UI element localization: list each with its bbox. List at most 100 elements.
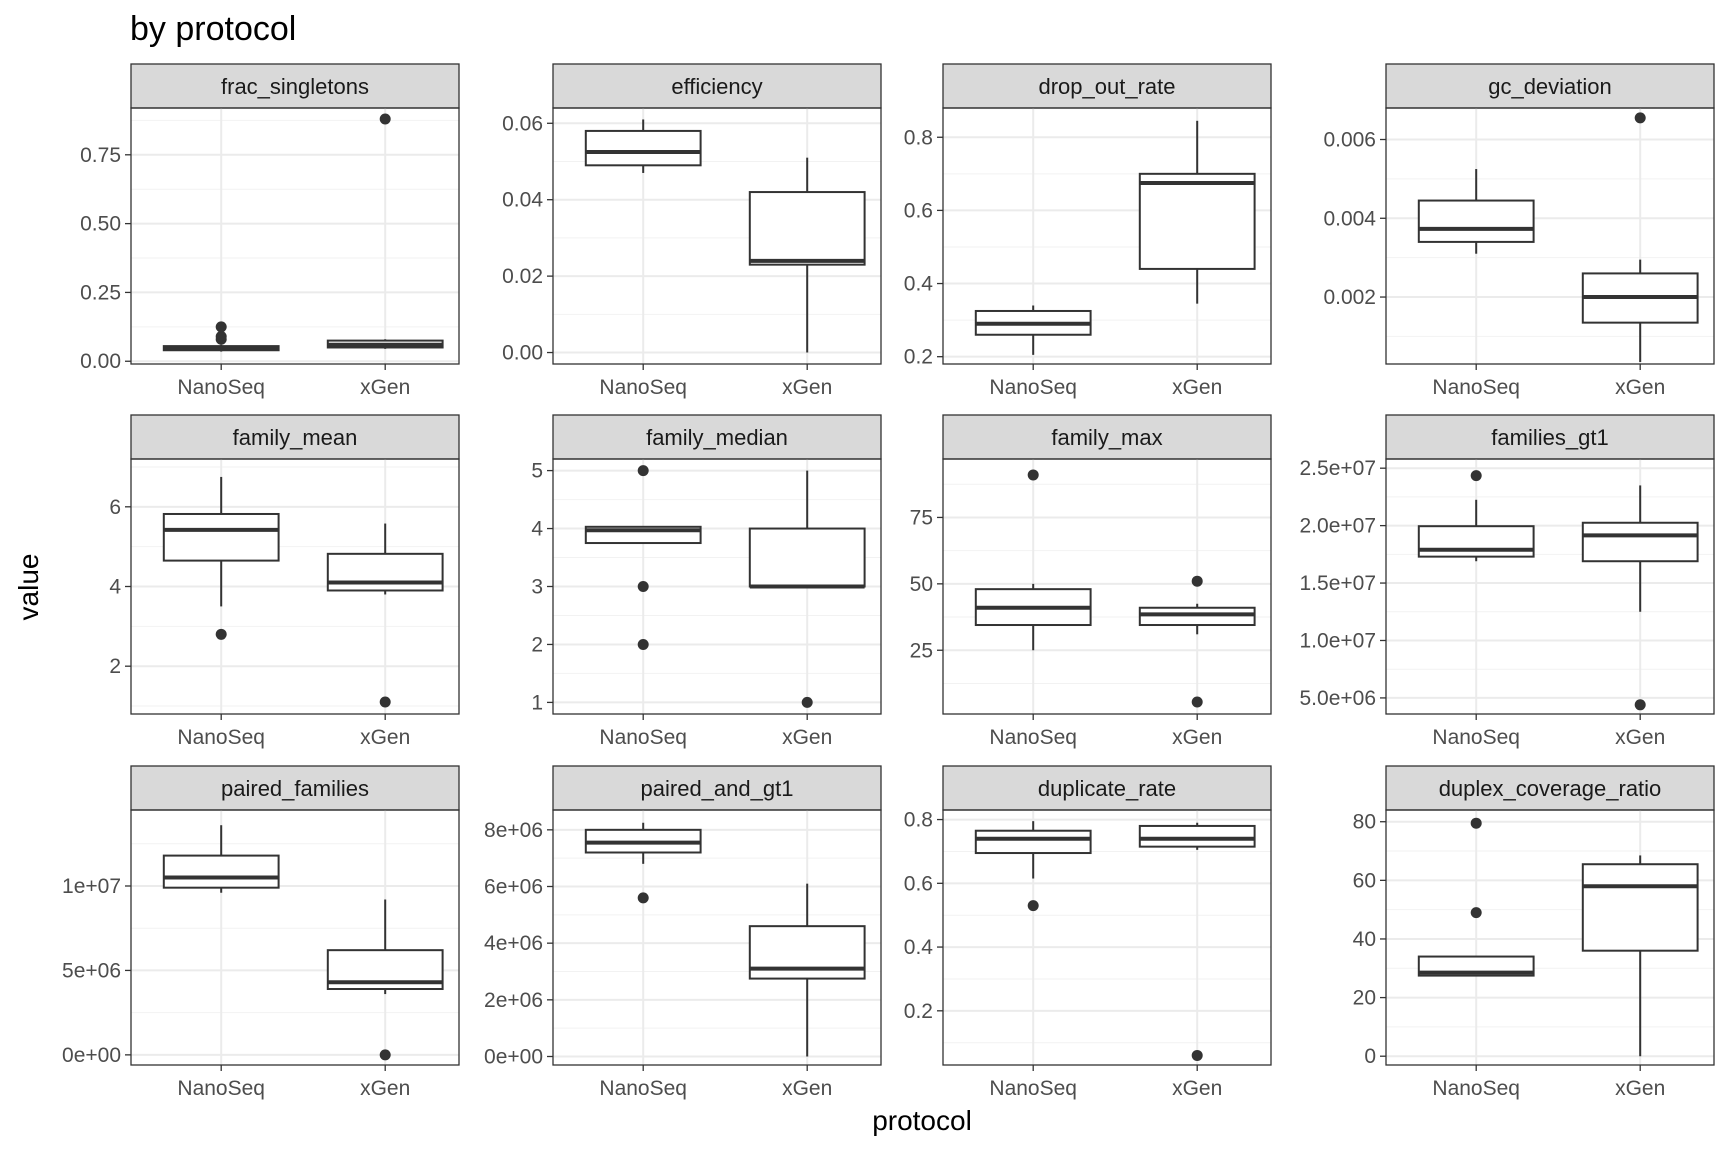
strip-label: family_mean <box>233 425 358 450</box>
x-tick-label: xGen <box>1615 726 1665 749</box>
outlier-point <box>215 628 227 640</box>
panel-efficiency: efficiency 0.00 0.02 0.04 0.06 NanoSeq xGen <box>502 63 882 399</box>
y-tick-label: 2e+06 <box>484 989 543 1012</box>
outlier-point <box>801 696 813 708</box>
y-tick-label: 0e+00 <box>484 1046 543 1069</box>
box-nanoseq <box>1417 470 1535 562</box>
y-tick-label: 5e+06 <box>62 959 121 982</box>
y-tick-label: 20 <box>1353 987 1376 1010</box>
y-tick-label: 0.8 <box>904 126 933 149</box>
strip-label: families_gt1 <box>1491 425 1608 450</box>
strip-label: duplex_coverage_ratio <box>1439 776 1662 801</box>
x-tick-label: xGen <box>1172 1077 1222 1100</box>
strip-header <box>1385 414 1715 460</box>
y-tick-label: 4 <box>109 576 121 599</box>
strip-label: family_median <box>646 425 788 450</box>
panel-border <box>1385 458 1715 715</box>
strip-header <box>552 63 882 109</box>
strip-header <box>942 63 1272 109</box>
box-nanoseq <box>974 821 1092 912</box>
y-tick-label: 0.04 <box>502 189 543 212</box>
y-tick-label: 75 <box>910 506 933 529</box>
box-xgen <box>1581 485 1699 711</box>
x-tick-label: NanoSeq <box>989 1077 1077 1100</box>
outlier-point <box>1191 575 1203 587</box>
panel-border <box>942 458 1272 715</box>
y-tick-label: 1.5e+07 <box>1300 572 1377 595</box>
y-tick-label: 0.00 <box>502 342 543 365</box>
box-xgen <box>326 899 444 1061</box>
outlier-point <box>1470 907 1482 919</box>
y-tick-label: 2 <box>109 655 121 678</box>
outlier-point <box>215 330 227 342</box>
y-tick-label: 0.06 <box>502 112 543 135</box>
iqr-box <box>1138 172 1256 270</box>
outlier-point <box>1634 699 1646 711</box>
box-nanoseq <box>584 822 702 904</box>
panel-border <box>130 809 460 1066</box>
outlier-point <box>1634 112 1646 124</box>
panel-gc-deviation: gc_deviation 0.002 0.004 0.006 NanoSeq xGen <box>1323 63 1715 399</box>
y-tick-label: 0.4 <box>904 936 934 959</box>
x-tick-label: NanoSeq <box>1432 376 1520 399</box>
x-tick-label: NanoSeq <box>599 726 687 749</box>
outlier-point <box>637 638 649 650</box>
y-tick-label: 3 <box>531 576 543 599</box>
outlier-point <box>1191 696 1203 708</box>
x-tick-label: xGen <box>360 376 410 399</box>
x-tick-label: NanoSeq <box>989 726 1077 749</box>
outlier-point <box>379 1049 391 1061</box>
y-tick-label: 0.8 <box>904 809 933 832</box>
x-tick-label: xGen <box>1172 376 1222 399</box>
y-tick-label: 0.004 <box>1323 207 1376 230</box>
box-xgen <box>748 883 866 1057</box>
box-xgen <box>1581 112 1699 363</box>
y-tick-label: 0.4 <box>904 273 934 296</box>
iqr-box <box>748 925 866 980</box>
y-tick-label: 5.0e+06 <box>1300 687 1377 710</box>
outlier-point <box>1470 817 1482 829</box>
panel-border <box>942 107 1272 365</box>
x-tick-label: xGen <box>1615 376 1665 399</box>
outlier-point <box>1027 469 1039 481</box>
x-tick-label: NanoSeq <box>177 1077 265 1100</box>
y-tick-label: 2.0e+07 <box>1300 515 1377 538</box>
y-tick-label: 60 <box>1353 869 1376 892</box>
iqr-box <box>748 191 866 266</box>
strip-label: gc_deviation <box>1488 74 1612 99</box>
y-tick-label: 0.6 <box>904 872 933 895</box>
strip-header <box>552 765 882 811</box>
iqr-box <box>974 829 1092 855</box>
strip-label: frac_singletons <box>221 74 369 99</box>
strip-label: efficiency <box>671 74 762 99</box>
box-nanoseq <box>162 825 280 893</box>
y-tick-label: 0e+00 <box>62 1044 121 1067</box>
y-tick-label: 2.5e+07 <box>1300 457 1377 480</box>
outlier-point <box>1027 900 1039 912</box>
y-tick-label: 1e+07 <box>62 875 121 898</box>
iqr-box <box>584 129 702 167</box>
y-tick-label: 0.6 <box>904 199 933 222</box>
box-nanoseq <box>974 469 1092 651</box>
outlier-point <box>637 465 649 477</box>
panel-duplicate-rate: duplicate_rate 0.2 0.4 0.6 0.8 NanoSeq xGen <box>904 765 1272 1100</box>
box-xgen <box>1138 120 1256 304</box>
iqr-box <box>748 527 866 588</box>
y-tick-label: 0.2 <box>904 346 933 369</box>
strip-header <box>552 414 882 460</box>
iqr-box <box>162 854 280 889</box>
box-nanoseq <box>162 321 280 352</box>
strip-label: duplicate_rate <box>1038 776 1176 801</box>
y-tick-label: 5 <box>531 460 543 483</box>
y-tick-label: 6 <box>109 496 121 519</box>
y-tick-label: 0.002 <box>1323 286 1376 309</box>
y-tick-label: 0 <box>1364 1045 1376 1068</box>
chart-title: by protocol <box>130 10 296 48</box>
y-tick-label: 0.00 <box>80 350 121 373</box>
iqr-box <box>326 552 444 592</box>
iqr-box <box>1138 824 1256 848</box>
y-tick-label: 0.006 <box>1323 129 1376 152</box>
y-tick-label: 0.2 <box>904 1000 933 1023</box>
